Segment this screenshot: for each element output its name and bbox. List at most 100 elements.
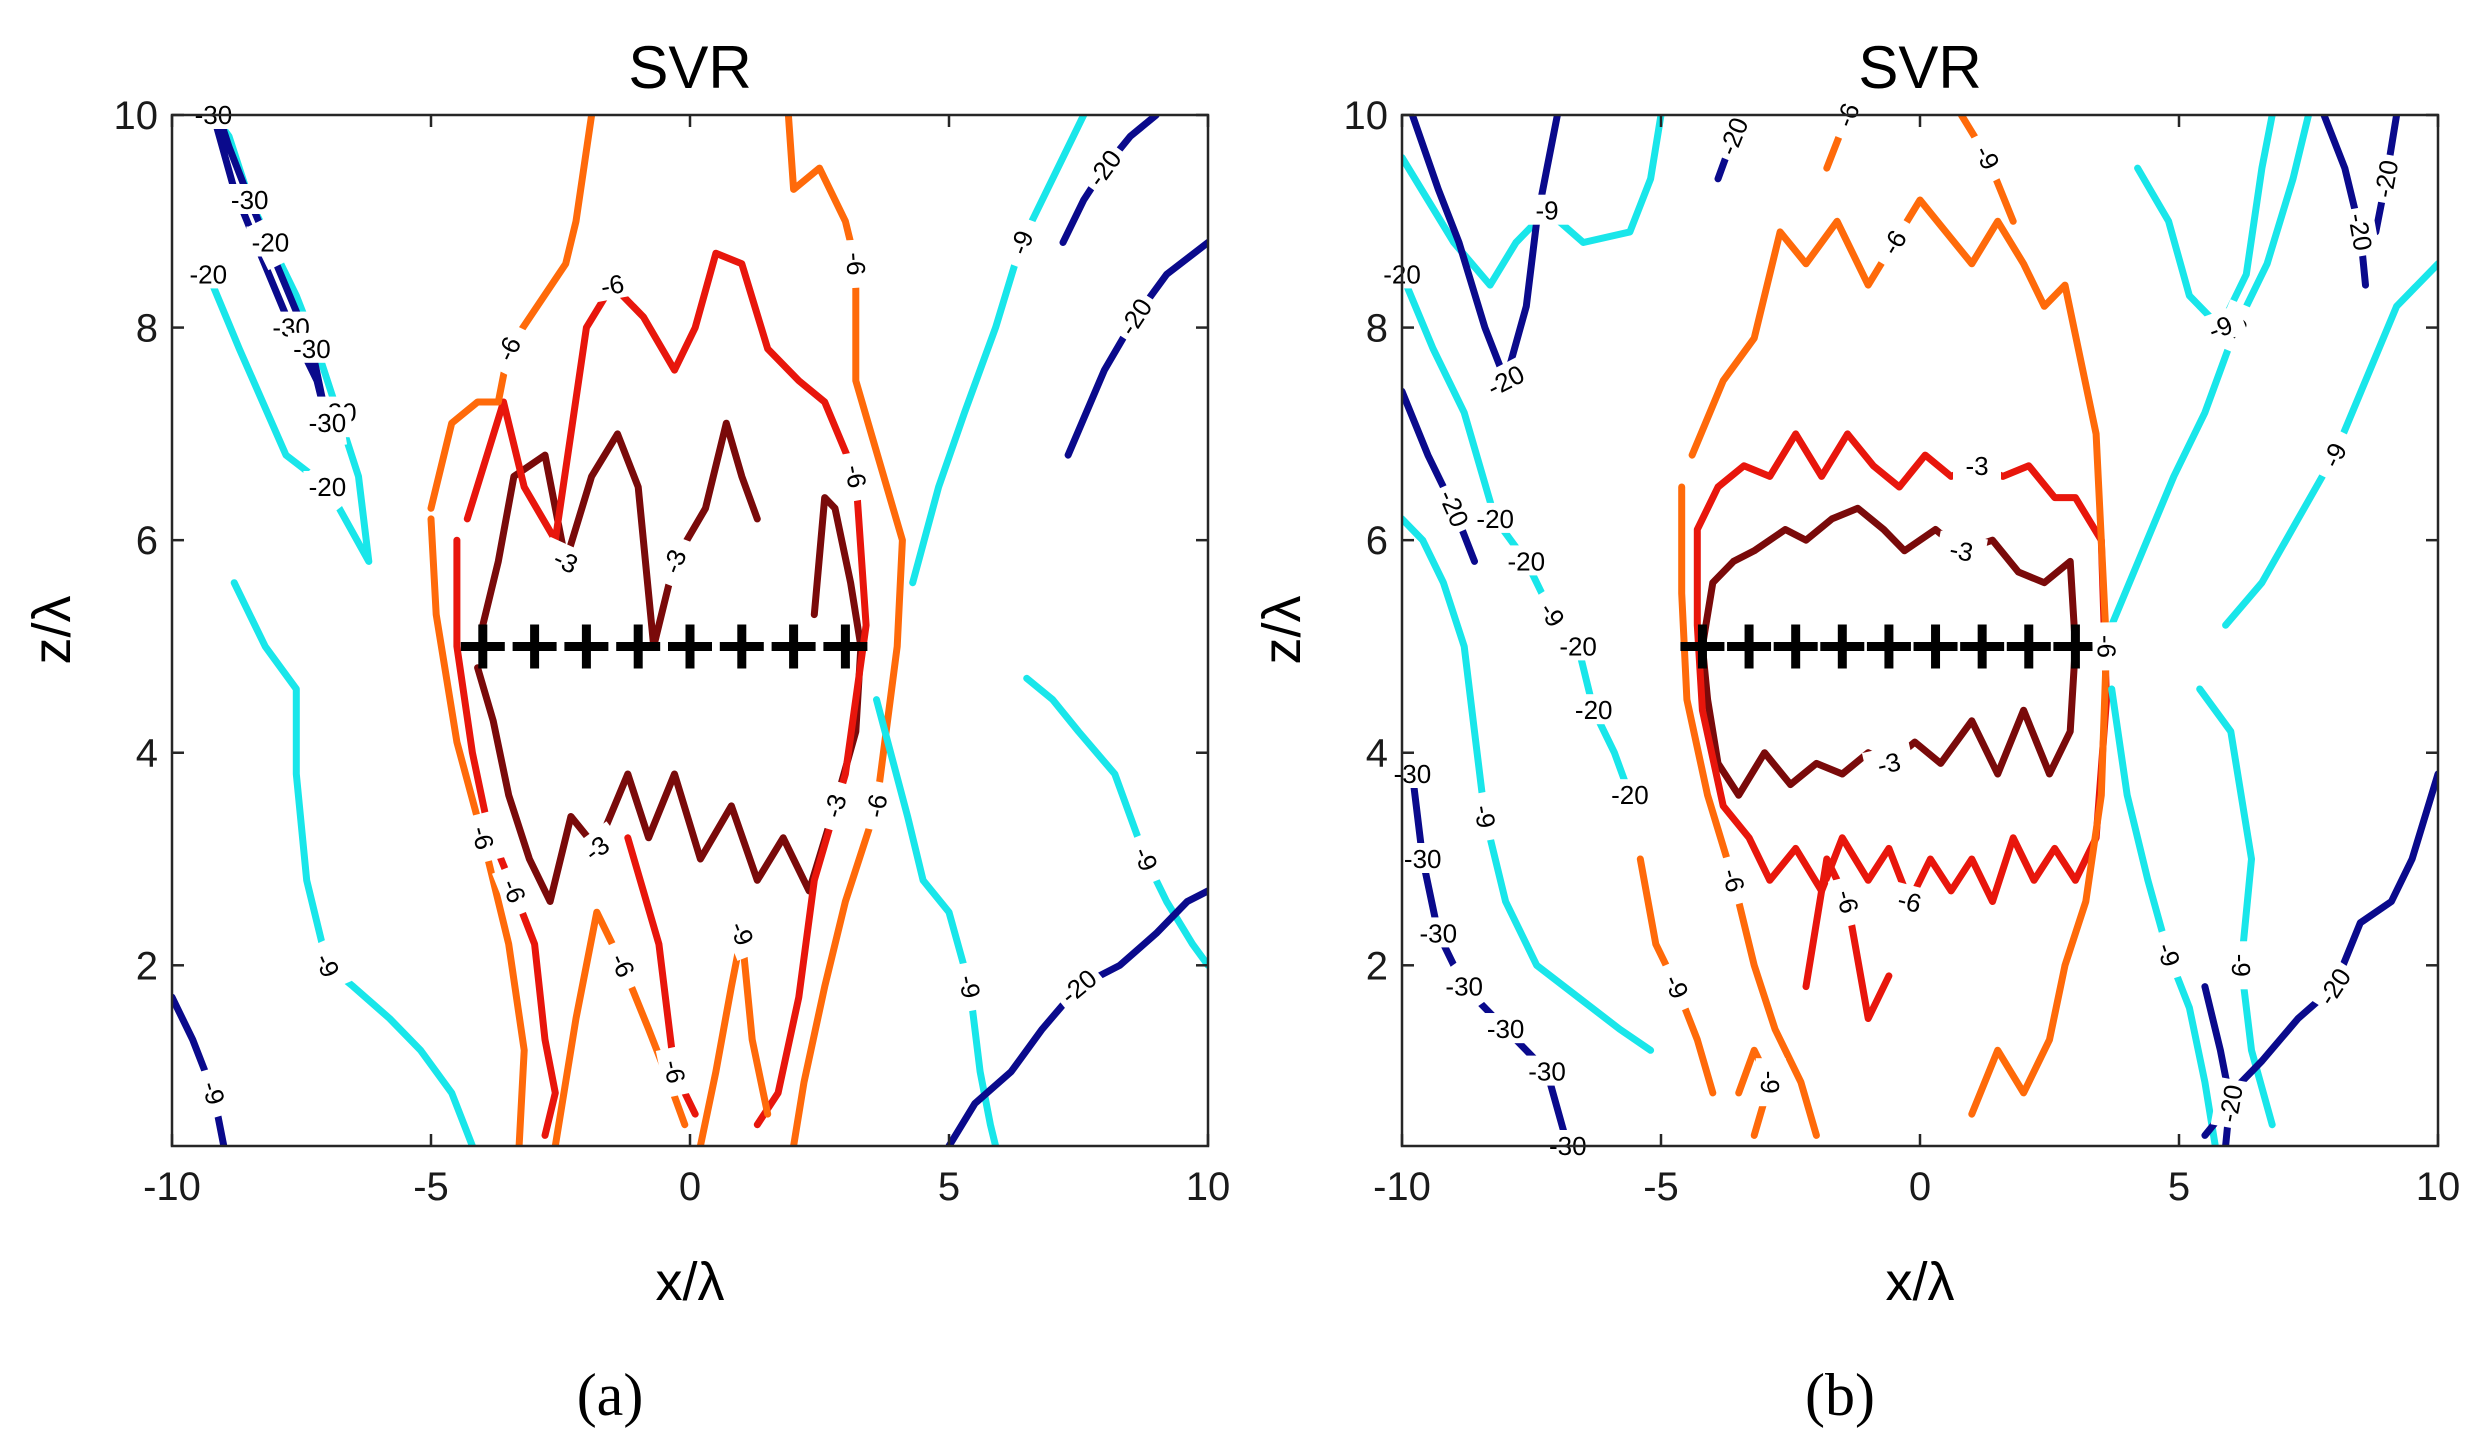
contour-line-level-20-13 <box>1023 674 1208 969</box>
contour-line-level-20-9 <box>1402 270 1634 799</box>
contour-label-gap <box>2227 941 2258 990</box>
contour-label: -20 <box>1554 630 1603 661</box>
contour-label-text: -30 <box>1487 1014 1525 1044</box>
contour-label: -20 <box>303 471 352 502</box>
contour-label: -20 <box>2210 1077 2249 1130</box>
contour-label: -6 <box>1827 874 1870 929</box>
panel-b-contour-labels: -3-3-3-6-6-6-6-6-6-9-9-9-9-9-9-9-9-9-9-9… <box>1378 86 2405 1161</box>
panel-a-x-axis-label: x/λ <box>655 1252 724 1312</box>
contour-label-text: -20 <box>1559 631 1597 661</box>
contour-label-gap <box>812 778 856 833</box>
contour-label-gap <box>840 238 874 289</box>
panel-b-x-axis-label: x/λ <box>1885 1252 1954 1312</box>
array-element-marker <box>668 624 712 669</box>
contour-label: -20 <box>184 258 233 289</box>
panel-a-array-markers <box>460 624 868 669</box>
contour-label: -20 <box>1109 288 1161 345</box>
contour-label-gap <box>600 936 648 993</box>
contour-label-gap <box>1109 288 1161 345</box>
contour-label-text: -30 <box>1394 759 1432 789</box>
contour-label: -6 <box>1882 880 1937 922</box>
contour-label-gap <box>2307 957 2360 1015</box>
contour-label: -3 <box>1953 449 2001 481</box>
contour-label: -9 <box>2192 304 2248 350</box>
contour-label: -6 <box>837 449 876 503</box>
contour-label-text: -30 <box>1528 1057 1566 1087</box>
contour-label-gap <box>1867 213 1919 271</box>
contour-label-text: -30 <box>1445 972 1483 1002</box>
contour-label-text: -20 <box>1611 780 1649 810</box>
contour-label-gap <box>1827 874 1870 929</box>
contour-label: -3 <box>812 778 856 833</box>
contour-label-gap <box>567 821 625 874</box>
contour-label: -6 <box>655 1044 696 1098</box>
contour-label: -30 <box>1481 1013 1530 1044</box>
contour-label: -20 <box>2307 957 2360 1015</box>
contour-label: -20 <box>1605 779 1654 810</box>
contour-label-text: -30 <box>309 408 347 438</box>
contour-label-text: -20 <box>1476 504 1514 534</box>
contour-line-level-20-12 <box>873 696 1000 1146</box>
contour-label-gap <box>483 320 532 377</box>
contour-line-level-30-16 <box>172 993 228 1146</box>
y-tick-label: 8 <box>136 307 158 351</box>
contour-label-gap <box>2210 1077 2249 1130</box>
panel-b-array-markers <box>1680 624 2098 669</box>
contour-label: -9 <box>1755 1058 1786 1107</box>
contour-label-text: -20 <box>2213 1082 2249 1124</box>
contour-label-gap <box>225 184 274 214</box>
contour-label-text: -30 <box>293 334 331 364</box>
array-element-marker <box>1680 624 1725 669</box>
contour-label: -20 <box>1471 502 1520 534</box>
contour-label-gap <box>1471 502 1520 533</box>
panel-b-title: SVR <box>1858 34 1981 101</box>
panel-a-y-ticks: 2 4 6 8 10 <box>114 94 1208 988</box>
contour-label-text: -3 <box>1965 451 1988 481</box>
panel-a-x-ticks: -10 -5 0 5 10 <box>143 115 1230 1209</box>
contour-label: -30 <box>287 332 336 364</box>
contour-label-text: -6 <box>598 268 626 302</box>
contour-label-gap <box>1605 779 1654 810</box>
x-tick-label: 10 <box>1186 1165 1231 1209</box>
contour-label: -30 <box>1414 917 1463 948</box>
contour-line-level-3-0 <box>474 494 865 905</box>
contour-label-gap <box>287 332 336 363</box>
contour-label: -9 <box>951 959 990 1013</box>
contour-label-gap <box>1527 585 1579 643</box>
x-tick-label: 5 <box>2168 1165 2190 1209</box>
panel-b-caption: (b) <box>1805 1362 1875 1428</box>
contour-line-level-30-19 <box>1402 387 1478 565</box>
contour-label-text: -30 <box>1420 918 1458 948</box>
array-element-marker <box>616 624 661 669</box>
panel-b-y-ticks: 2 4 6 8 10 <box>1344 94 2438 988</box>
panel-a: SVR -3-3-3 -3-6-6-6-6-6-6-6-6-6-9-9-9-9-9… <box>22 34 1230 1428</box>
contour-label-gap <box>1466 790 1505 843</box>
contour-label-gap <box>2092 622 2123 671</box>
array-element-marker <box>1913 624 1958 669</box>
contour-label-gap <box>837 449 876 503</box>
contour-label: -30 <box>1440 970 1489 1002</box>
contour-label-gap <box>1569 694 1618 725</box>
contour-label: -20 <box>2366 152 2405 205</box>
contour-label-gap <box>1709 108 1756 164</box>
contour-label-text: -9 <box>953 972 987 1000</box>
contour-label-gap <box>1440 970 1489 1001</box>
contour-label-gap <box>651 533 697 589</box>
array-element-marker <box>719 624 764 669</box>
contour-label-gap <box>1502 545 1551 576</box>
contour-label-gap <box>2366 152 2405 205</box>
contour-label: -30 <box>225 184 274 215</box>
contour-label: -9 <box>1123 830 1170 887</box>
contour-label: -9 <box>1466 790 1505 843</box>
panel-b: SVR -3-3-3-6-6-6-6-6-6-9-9-9-9-9-9-9-9-9… <box>1252 34 2460 1428</box>
panel-b-x-ticks: -10 -5 0 5 10 <box>1373 115 2460 1209</box>
contour-label-gap <box>951 959 990 1013</box>
contour-line-level-9-7 <box>784 115 906 1146</box>
contour-label-gap <box>1123 830 1170 887</box>
contour-label-gap <box>1414 917 1463 948</box>
panel-a-contour-labels: -3-3-3-3-6-6-6-6-6-6-6-6-6-9-9-9-9-9-9-9… <box>184 99 1170 1120</box>
contour-label: -3 <box>1861 742 1916 783</box>
array-element-marker <box>1773 624 1818 669</box>
contour-label: -3 <box>1935 530 1988 569</box>
